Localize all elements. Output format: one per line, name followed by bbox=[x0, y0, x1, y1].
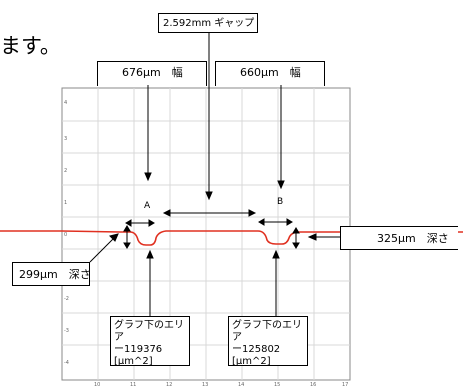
width-b-right-head bbox=[286, 218, 293, 226]
depth-a-bottom-head bbox=[123, 242, 131, 249]
gap-span-left-head bbox=[162, 209, 171, 217]
area-b-value: ー125802 bbox=[232, 344, 281, 355]
depth-left-box: 299μm 深さ bbox=[12, 262, 91, 286]
area-b-title: グラフ下のエリア bbox=[232, 320, 302, 343]
gap-label-box: 2.592mm ギャップ bbox=[158, 13, 258, 33]
y-tick-m2: -2 bbox=[64, 296, 69, 302]
y-tick-4: 4 bbox=[64, 100, 67, 106]
depth-b-top-head bbox=[292, 227, 300, 234]
header-text: ます。 bbox=[0, 34, 61, 58]
y-tick-2: 2 bbox=[64, 168, 67, 174]
area-b-unit: [μm^2] bbox=[232, 356, 271, 367]
point-a-label: A bbox=[144, 201, 151, 211]
depth-left-leader-head bbox=[109, 233, 119, 242]
arrow-gap-head bbox=[205, 191, 213, 201]
x-tick-17: 17 bbox=[342, 382, 348, 388]
width-right-bracket bbox=[215, 61, 325, 86]
depth-right-box: 325μm 深さ bbox=[340, 226, 458, 250]
y-tick-0: 0 bbox=[64, 232, 67, 238]
depth-a-top-head bbox=[123, 225, 131, 232]
x-tick-10: 10 bbox=[94, 382, 100, 388]
x-tick-11: 11 bbox=[130, 382, 136, 388]
x-tick-12: 12 bbox=[166, 382, 172, 388]
y-tick-m3: -3 bbox=[64, 328, 69, 334]
area-a-title: グラフ下のエリア bbox=[114, 320, 184, 343]
width-left-label: 676μm 幅 bbox=[122, 66, 183, 79]
depth-left-leader bbox=[89, 236, 116, 263]
area-a-value: ー119376 bbox=[114, 344, 163, 355]
area-a-head bbox=[146, 249, 154, 259]
x-tick-16: 16 bbox=[310, 382, 316, 388]
x-tick-labels: 10 11 12 13 14 15 16 17 bbox=[94, 382, 348, 388]
x-tick-14: 14 bbox=[238, 382, 244, 388]
area-b-head bbox=[272, 249, 280, 259]
width-b-left-head bbox=[258, 218, 265, 226]
x-tick-13: 13 bbox=[202, 382, 208, 388]
area-a-unit: [μm^2] bbox=[114, 356, 153, 367]
y-tick-3: 3 bbox=[64, 136, 67, 142]
y-tick-m4: -4 bbox=[64, 360, 69, 366]
width-a-right-head bbox=[148, 219, 155, 227]
arrow-a-head bbox=[144, 172, 152, 182]
gap-span-right-head bbox=[248, 209, 257, 217]
width-left-bracket bbox=[97, 61, 207, 86]
point-b-label: B bbox=[277, 197, 283, 207]
annotation-arrows bbox=[89, 33, 340, 316]
depth-right-leader-head bbox=[307, 233, 317, 241]
width-right-label: 660μm 幅 bbox=[240, 66, 301, 79]
x-tick-15: 15 bbox=[274, 382, 280, 388]
y-tick-1: 1 bbox=[64, 200, 67, 206]
width-a-left-head bbox=[125, 219, 132, 227]
area-a-box: グラフ下のエリア ー119376 [μm^2] bbox=[110, 316, 190, 367]
profile-line bbox=[0, 230, 463, 246]
area-b-box: グラフ下のエリア ー125802 [μm^2] bbox=[228, 316, 308, 367]
depth-right-label: 325μm 深さ bbox=[377, 232, 449, 245]
arrow-b-head bbox=[277, 180, 285, 190]
depth-b-bottom-head bbox=[292, 242, 300, 249]
